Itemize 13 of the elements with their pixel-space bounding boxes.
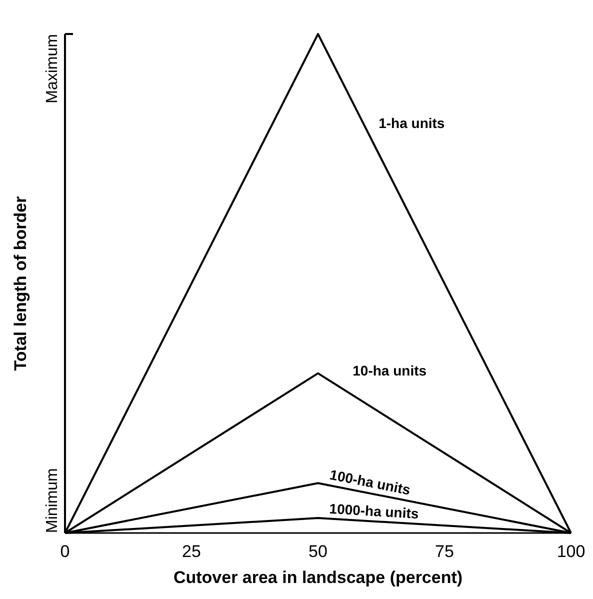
text: Minimum [44,468,61,533]
x-tick-label: 0 [60,542,70,561]
x-axis-title: Cutover area in landscape (percent) [173,568,463,587]
x-tick-label: 75 [435,542,454,561]
x-tick-label: 100 [556,542,586,561]
x-tick-label: 50 [308,542,328,561]
x-tick-label: 25 [182,542,201,561]
text: 100-ha units [328,466,412,498]
series-label: 1-ha units [378,114,445,131]
series-label: 1000-ha units [328,500,420,522]
text: Maximum [44,34,61,104]
y-axis-title: Total length of border [11,196,30,371]
series-label: 10-ha units [352,362,427,378]
